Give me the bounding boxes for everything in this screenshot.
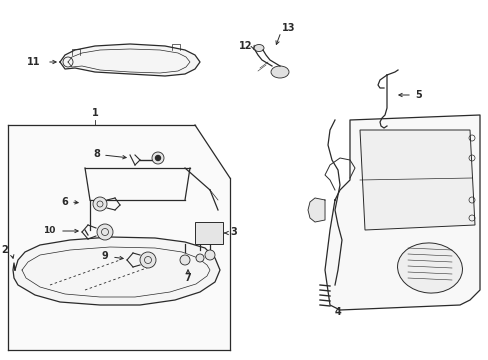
Polygon shape — [325, 115, 479, 310]
Text: 6: 6 — [61, 197, 68, 207]
Text: 10: 10 — [42, 225, 55, 234]
Ellipse shape — [253, 45, 264, 51]
Text: 1: 1 — [91, 108, 98, 118]
Text: 3: 3 — [229, 227, 236, 237]
Polygon shape — [359, 130, 474, 230]
Text: 2: 2 — [1, 245, 8, 255]
Circle shape — [152, 152, 163, 164]
Text: 4: 4 — [334, 307, 341, 317]
Polygon shape — [307, 198, 325, 222]
Text: 12: 12 — [238, 41, 251, 51]
Polygon shape — [13, 237, 220, 305]
Text: 8: 8 — [93, 149, 100, 159]
Circle shape — [196, 254, 203, 262]
Circle shape — [140, 252, 156, 268]
Circle shape — [204, 250, 215, 260]
Ellipse shape — [270, 66, 288, 78]
Ellipse shape — [397, 243, 462, 293]
Circle shape — [155, 156, 160, 161]
Text: 7: 7 — [184, 273, 191, 283]
Text: 11: 11 — [26, 57, 40, 67]
Polygon shape — [60, 44, 200, 76]
Text: 9: 9 — [101, 251, 108, 261]
Polygon shape — [8, 125, 229, 350]
Circle shape — [97, 224, 113, 240]
Circle shape — [180, 255, 190, 265]
Circle shape — [93, 197, 107, 211]
Bar — [195, 222, 223, 244]
Text: 13: 13 — [282, 23, 295, 33]
Text: 5: 5 — [414, 90, 421, 100]
